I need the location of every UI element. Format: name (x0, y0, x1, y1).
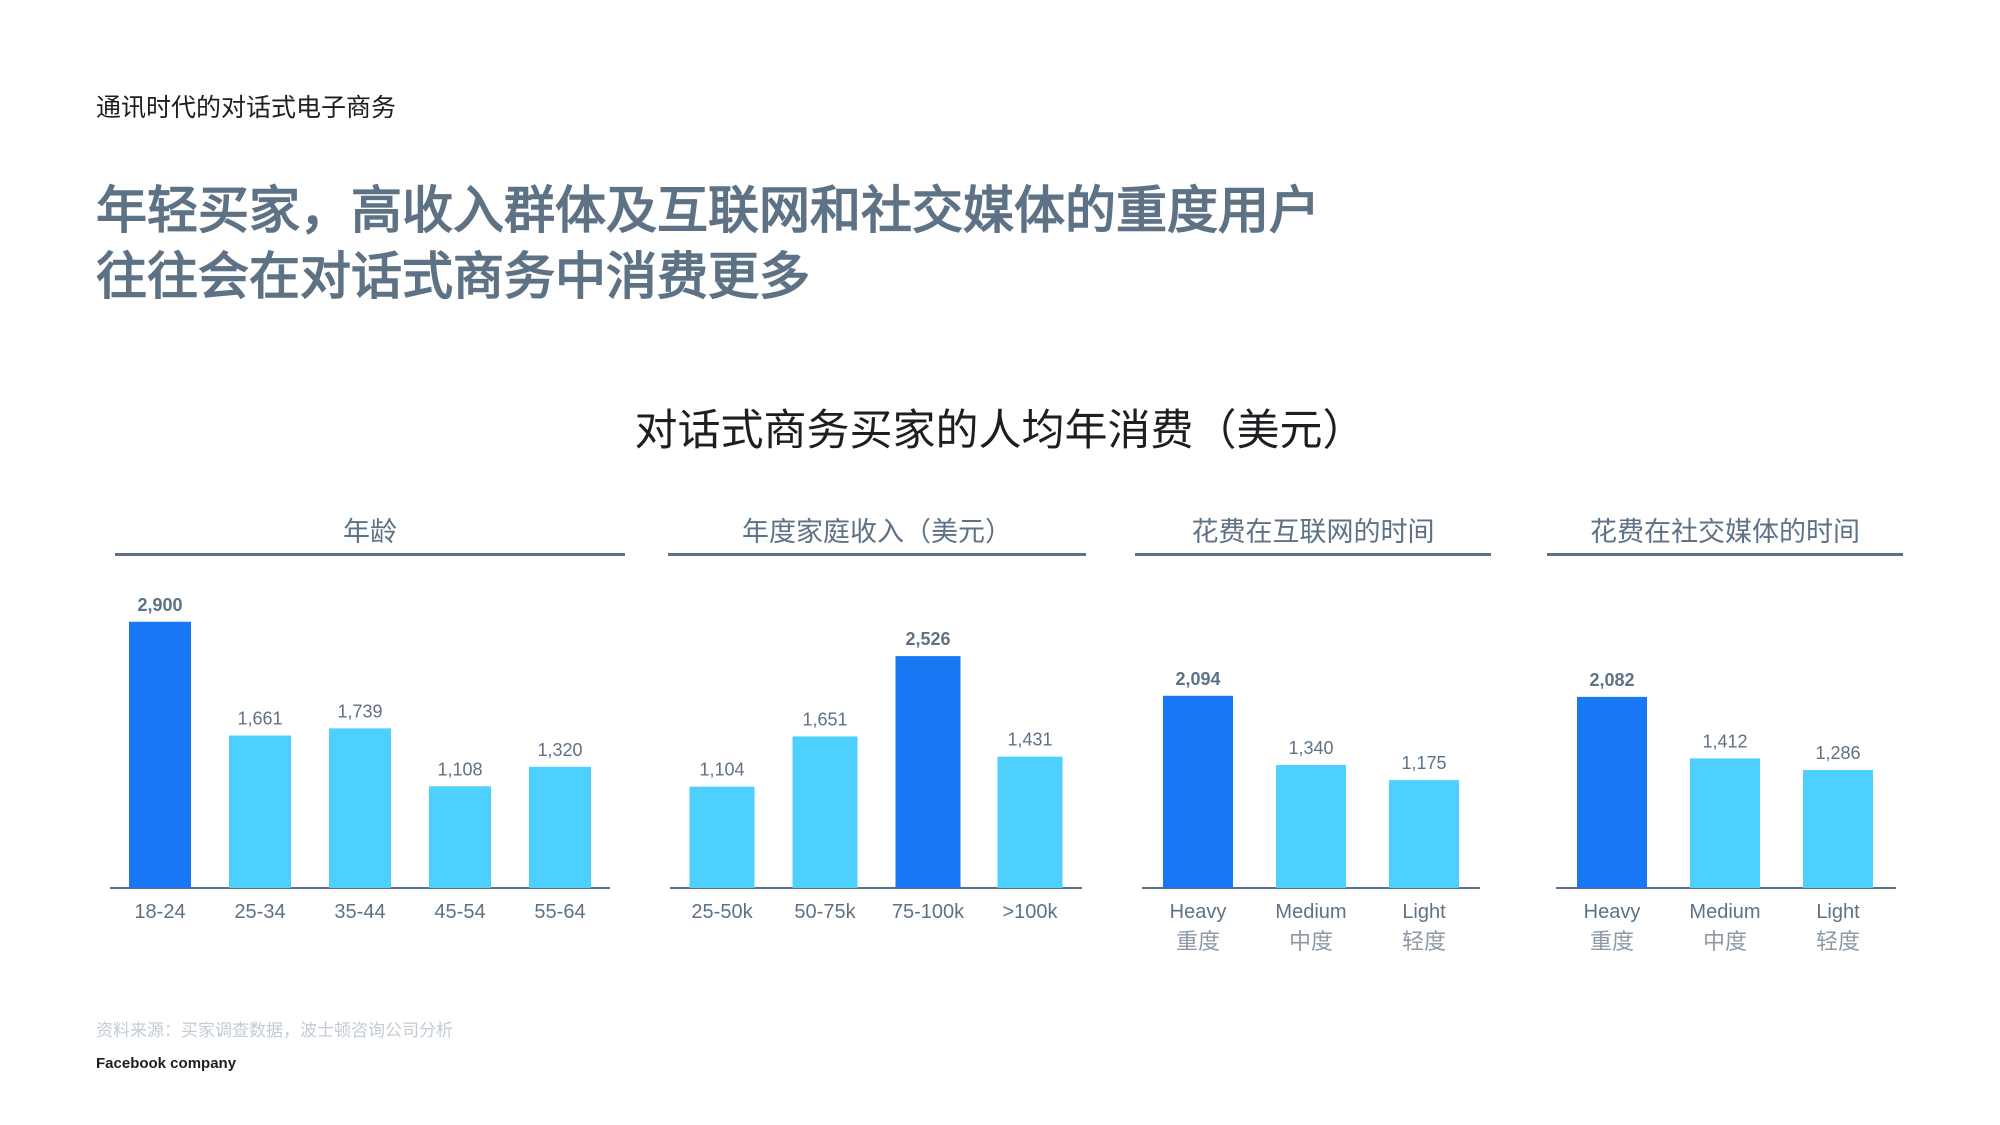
panel-title-age: 年龄 (343, 517, 397, 547)
headline-line-2: 往往会在对话式商务中消费更多 (96, 248, 811, 305)
brand-footer: Facebook company (96, 1055, 237, 1072)
tick-label: 35-44 (334, 901, 385, 923)
data-label: 2,900 (137, 595, 182, 615)
tick-sublabel: 中度 (1289, 929, 1333, 954)
data-label: 2,094 (1175, 669, 1220, 689)
data-label: 1,661 (237, 709, 282, 729)
page-header: 通讯时代的对话式电子商务 (96, 94, 397, 122)
tick-label: Heavy (1170, 901, 1227, 923)
panel-divider-income (668, 553, 1086, 556)
bar (229, 735, 291, 888)
tick-label: 18-24 (134, 901, 185, 923)
data-label: 1,340 (1288, 738, 1333, 758)
panel-divider-age (115, 553, 625, 556)
tick-label: 25-50k (691, 901, 753, 923)
bar (689, 786, 755, 888)
tick-label: Medium (1689, 901, 1760, 923)
panel-divider-internet (1135, 553, 1491, 556)
tick-label: 25-34 (234, 901, 285, 923)
bar (129, 621, 191, 888)
bar (1389, 780, 1459, 888)
bar (1276, 764, 1346, 888)
data-label: 1,651 (802, 709, 847, 729)
tick-label: Heavy (1584, 901, 1641, 923)
bar (1803, 769, 1873, 888)
bar (329, 728, 391, 888)
panel-divider-social (1547, 553, 1903, 556)
panel-title-income: 年度家庭收入（美元） (742, 517, 1012, 547)
tick-label: Medium (1275, 901, 1346, 923)
bar (429, 786, 491, 888)
data-label: 1,412 (1702, 731, 1747, 751)
tick-label: >100k (1002, 901, 1058, 923)
tick-label: 45-54 (434, 901, 485, 923)
tick-label: 50-75k (794, 901, 856, 923)
data-label: 1,104 (699, 760, 744, 780)
bar (1690, 758, 1760, 888)
headline-line-1: 年轻买家，高收入群体及互联网和社交媒体的重度用户 (96, 182, 1321, 239)
tick-sublabel: 轻度 (1402, 929, 1446, 954)
source-note: 资料来源：买家调查数据，波士顿咨询公司分析 (96, 1021, 453, 1040)
data-label: 1,108 (437, 759, 482, 779)
bar (997, 756, 1063, 888)
data-label: 1,431 (1007, 730, 1052, 750)
tick-label: 55-64 (534, 901, 585, 923)
panel-title-internet: 花费在互联网的时间 (1191, 517, 1435, 547)
headline: 年轻买家，高收入群体及互联网和社交媒体的重度用户 往往会在对话式商务中消费更多 (96, 178, 1320, 310)
panel-title-social: 花费在社交媒体的时间 (1590, 517, 1860, 547)
tick-label: 75-100k (892, 901, 965, 923)
tick-label: Light (1816, 901, 1860, 923)
tick-sublabel: 重度 (1176, 929, 1220, 954)
tick-label: Light (1402, 901, 1446, 923)
bar (1163, 695, 1233, 888)
bar (1577, 696, 1647, 888)
data-label: 2,526 (905, 629, 950, 649)
bar (792, 736, 858, 888)
data-label: 1,320 (537, 740, 582, 760)
tick-sublabel: 中度 (1703, 929, 1747, 954)
data-label: 1,739 (337, 701, 382, 721)
data-label: 1,175 (1401, 753, 1446, 773)
tick-sublabel: 轻度 (1816, 929, 1860, 954)
bar (529, 766, 591, 888)
data-label: 1,286 (1815, 743, 1860, 763)
data-label: 2,082 (1589, 670, 1634, 690)
tick-sublabel: 重度 (1590, 929, 1634, 954)
bar (895, 656, 961, 888)
chart-title: 对话式商务买家的人均年消费（美元） (634, 407, 1366, 455)
